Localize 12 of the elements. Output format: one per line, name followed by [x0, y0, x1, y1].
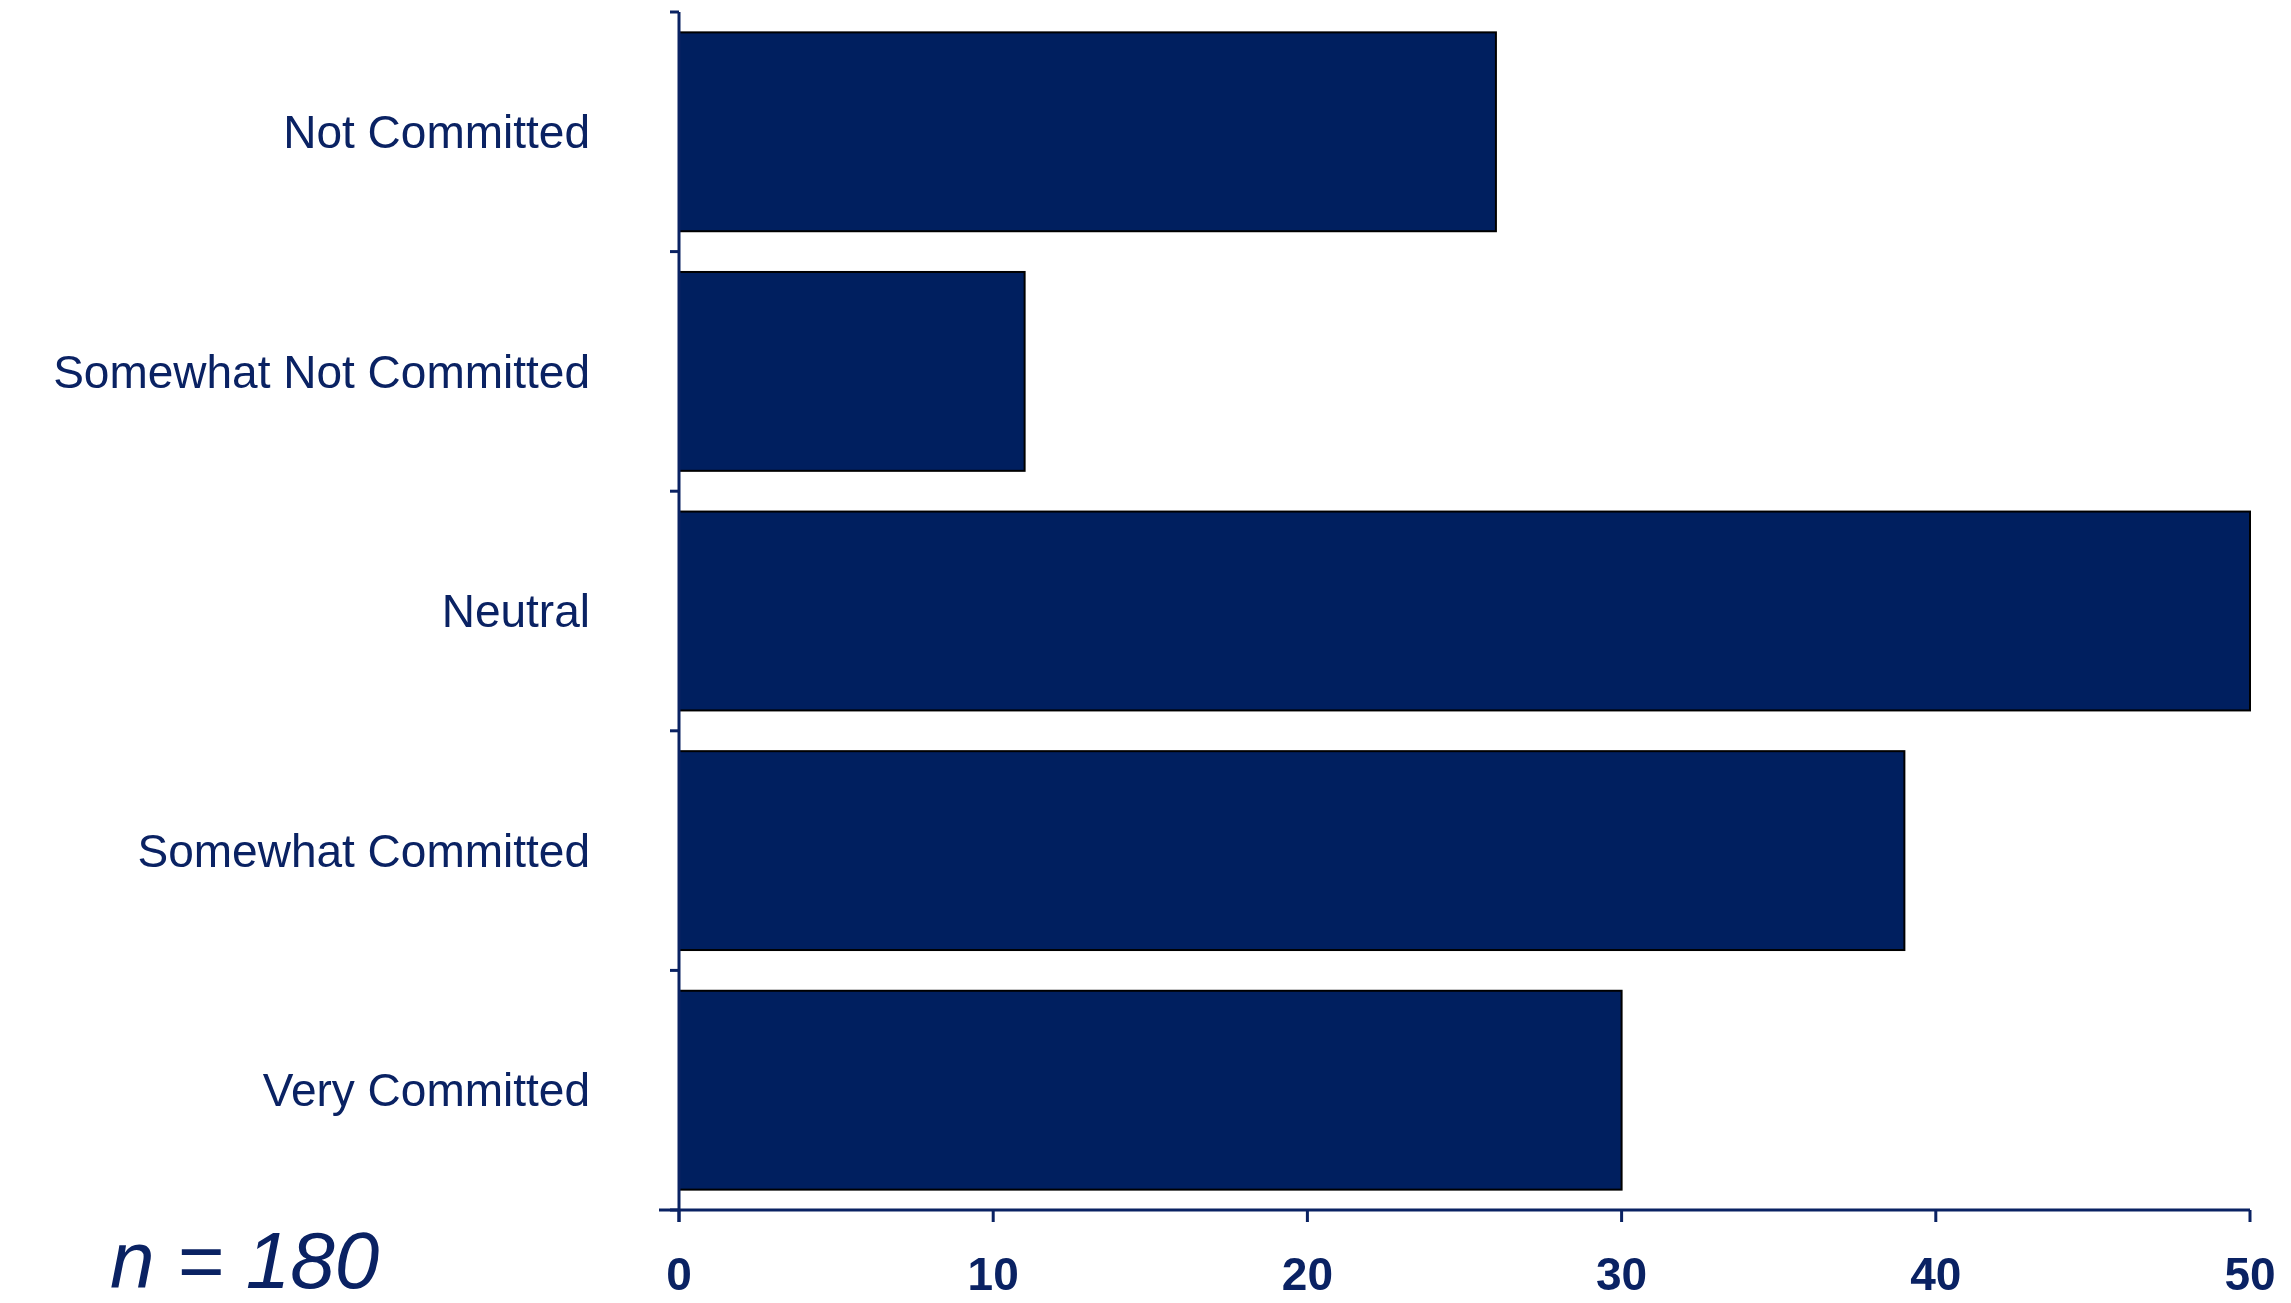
x-tick-label: 40	[1910, 1248, 1962, 1300]
y-tick-label: Not Committed	[283, 105, 590, 158]
y-tick-label: Somewhat Not Committed	[53, 345, 590, 398]
x-tick-label: 10	[967, 1248, 1019, 1300]
y-tick-label: Very Committed	[262, 1064, 590, 1117]
text: n = 180	[110, 1216, 380, 1303]
x-tick-label: 30	[1596, 1248, 1648, 1300]
x-tick-label: 50	[2224, 1248, 2276, 1300]
x-tick-label: 20	[1281, 1248, 1333, 1300]
y-tick-label: Neutral	[441, 585, 590, 638]
x-tick-label: 0	[666, 1248, 692, 1300]
y-tick-label: Somewhat Committed	[137, 824, 590, 877]
